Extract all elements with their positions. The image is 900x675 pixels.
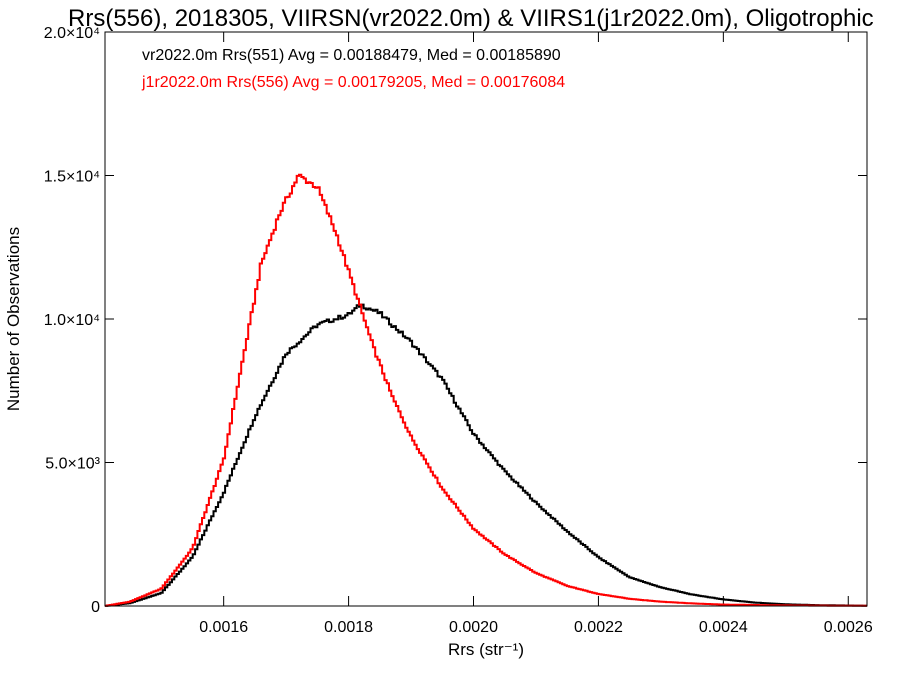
x-tick-label: 0.0018	[324, 619, 373, 636]
legend-entry-0: vr2022.0m Rrs(551) Avg = 0.00188479, Med…	[142, 47, 561, 64]
x-axis-label: Rrs (str⁻¹)	[448, 640, 524, 659]
chart-title: Rrs(556), 2018305, VIIRSN(vr2022.0m) & V…	[68, 5, 874, 32]
y-tick-label: 5.0×10³	[45, 456, 100, 473]
y-tick-label: 1.5×10⁴	[44, 169, 100, 186]
series-line-0	[105, 303, 867, 607]
legend-entry-1: j1r2022.0m Rrs(556) Avg = 0.00179205, Me…	[141, 74, 565, 91]
x-tick-label: 0.0016	[199, 619, 248, 636]
series-line-1	[105, 173, 867, 607]
x-tick-label: 0.0026	[824, 619, 873, 636]
x-tick-label: 0.0022	[574, 619, 623, 636]
x-tick-label: 0.0020	[449, 619, 498, 636]
y-axis-label: Number of Observations	[4, 227, 23, 411]
y-tick-label: 0	[91, 599, 100, 616]
y-tick-label: 2.0×10⁴	[44, 25, 100, 42]
x-tick-label: 0.0024	[699, 619, 748, 636]
y-tick-label: 1.0×10⁴	[44, 312, 100, 329]
plot-frame	[104, 31, 868, 607]
